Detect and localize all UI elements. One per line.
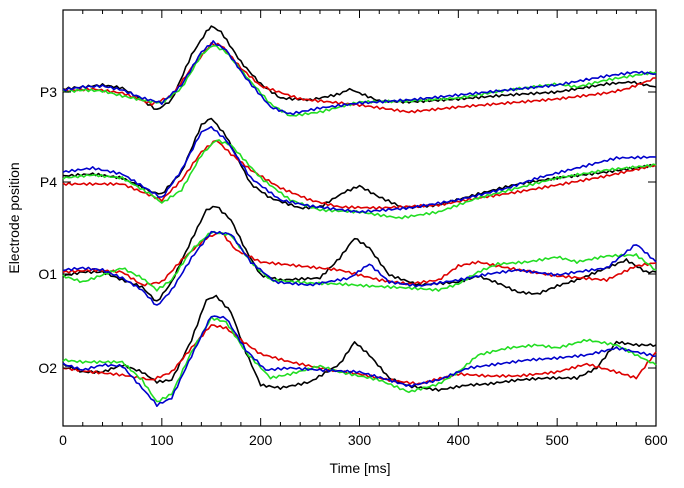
x-axis-title: Time [ms] [330, 460, 391, 476]
channel-label-o2: O2 [38, 360, 57, 376]
plot-frame [62, 9, 657, 427]
y-axis-title: Electrode position [6, 162, 22, 273]
trace-p3-black [62, 25, 657, 110]
trace-p3-blue [62, 40, 657, 116]
channel-label-p3: P3 [40, 84, 57, 100]
trace-o2-red [62, 324, 657, 386]
traces-group [62, 25, 657, 408]
x-tick-label-100: 100 [150, 432, 174, 448]
x-tick-label-0: 0 [59, 432, 67, 448]
trace-o2-black [62, 294, 657, 392]
trace-p4-red [62, 139, 657, 210]
x-tick-label-600: 600 [644, 432, 668, 448]
x-tick-label-200: 200 [249, 432, 273, 448]
trace-o2-green [62, 316, 657, 403]
trace-o1-green [62, 230, 657, 292]
channel-label-o1: O1 [38, 266, 57, 282]
trace-p4-blue [62, 125, 657, 214]
trace-o1-red [62, 232, 657, 287]
x-tick-label-500: 500 [545, 432, 569, 448]
channel-label-p4: P4 [40, 174, 57, 190]
x-tick-label-400: 400 [447, 432, 471, 448]
axes-group: P3 P4 O1 O2 0 100 200 300 400 500 600 [38, 10, 668, 448]
trace-o1-black [62, 205, 657, 302]
trace-o2-blue [62, 315, 657, 408]
trace-o1-blue [62, 230, 657, 306]
x-tick-label-300: 300 [348, 432, 372, 448]
trace-p3-red [62, 41, 656, 114]
